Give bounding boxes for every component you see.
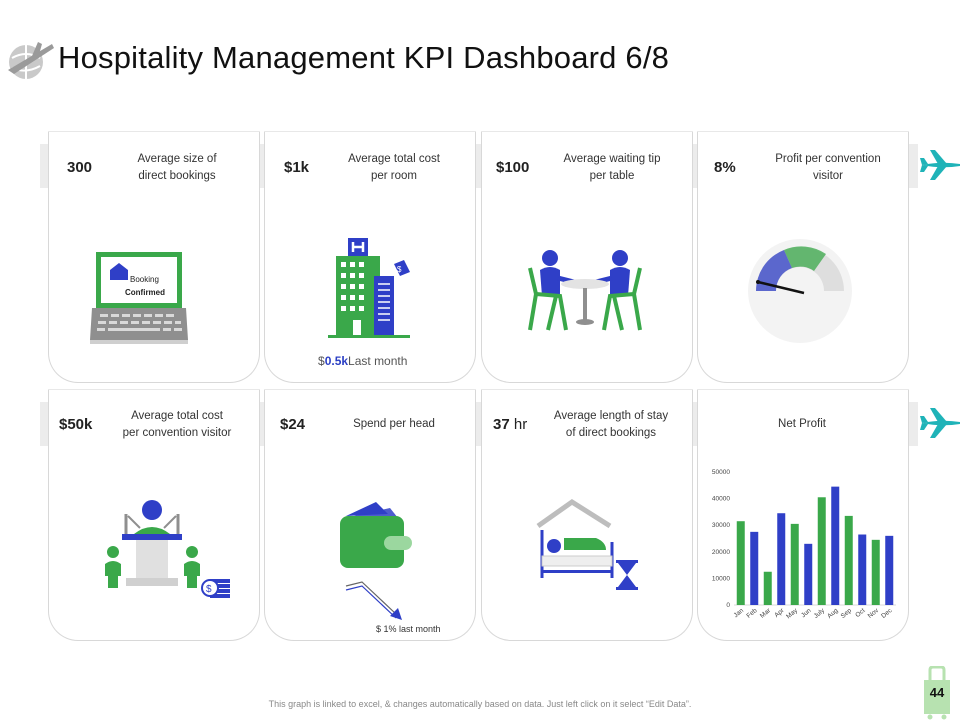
net-profit-chart: 0 10000 20000 30000 40000 50000 Jan Feb Mar Apr M… — [712, 469, 896, 621]
svg-text:$: $ — [206, 584, 212, 595]
kpi-label: Average size of direct bookings — [137, 153, 217, 182]
kpi-value: 37 hr — [493, 416, 528, 433]
kpi-value: $50k — [59, 416, 93, 433]
x-tick-label: Apr — [773, 607, 786, 619]
kpi-label: Average length of stay of direct bookings — [553, 410, 669, 439]
profit-gauge — [748, 239, 852, 343]
x-tick-label: May — [785, 607, 799, 621]
bar-mar — [763, 571, 772, 605]
laptop-icon — [90, 252, 188, 344]
spend-note: $ 1% last month — [376, 624, 441, 634]
page-title: Hospitality Management KPI Dashboard 6/8 — [58, 40, 670, 75]
airplane-icon — [920, 150, 960, 180]
kpi-label: Average waiting tip per table — [563, 153, 661, 182]
airplane-icon — [920, 408, 960, 438]
x-tick-label: Dec — [880, 607, 894, 620]
y-tick-label: 0 — [726, 602, 730, 609]
page-number: 44 — [924, 680, 950, 706]
kpi-value: $100 — [496, 159, 530, 176]
speaker-podium-icon: $ — [105, 500, 230, 598]
kpi-value: 8% — [714, 159, 736, 176]
bar-aug — [831, 486, 840, 605]
kpi-value: $24 — [280, 416, 306, 433]
x-tick-label: Jan — [733, 607, 746, 619]
globe-plane-logo-icon — [8, 42, 54, 79]
bar-july — [817, 497, 826, 605]
x-tick-label: Jun — [800, 607, 813, 619]
wallet-icon — [340, 502, 412, 568]
bar-dec — [885, 535, 894, 605]
room-cost-note: $0.5kLast month — [318, 354, 408, 368]
luggage-wheels-icon — [924, 706, 950, 720]
y-tick-label: 50000 — [712, 469, 730, 476]
svg-text:$: $ — [397, 265, 402, 274]
x-tick-label: Feb — [745, 607, 758, 620]
footer-note: This graph is linked to excel, & changes… — [268, 699, 692, 709]
y-tick-label: 30000 — [712, 522, 730, 529]
bed-hourglass-icon — [536, 498, 638, 590]
kpi-label: Spend per head — [353, 418, 435, 430]
x-tick-label: Aug — [826, 607, 840, 620]
bar-oct — [858, 534, 867, 605]
y-tick-label: 10000 — [712, 575, 730, 582]
hotel-building-icon: $ — [328, 238, 410, 338]
x-tick-label: Nov — [867, 607, 881, 620]
bar-nov — [871, 539, 880, 605]
laptop-screen-text-line2: Confirmed — [125, 288, 165, 297]
kpi-card-waiting-tip — [481, 131, 693, 383]
laptop-screen-text-line1: Booking — [130, 275, 159, 284]
kpi-card-length-of-stay — [481, 389, 693, 641]
chart-title: Net Profit — [778, 418, 826, 430]
x-tick-label: July — [813, 607, 827, 620]
y-tick-label: 40000 — [712, 496, 730, 503]
bar-jun — [804, 543, 813, 605]
kpi-label: Average total cost per convention visitor — [122, 410, 232, 439]
bar-apr — [777, 513, 786, 605]
luggage-handle-icon — [928, 666, 946, 682]
x-tick-label: Mar — [759, 607, 773, 620]
bar-sep — [844, 515, 853, 605]
x-tick-label: Oct — [854, 607, 866, 619]
bar-jan — [736, 521, 745, 605]
kpi-value: $1k — [284, 159, 310, 176]
bar-may — [790, 523, 799, 605]
kpi-label: Profit per convention visitor — [775, 153, 881, 182]
trend-down-arrow-icon — [345, 581, 402, 620]
dining-table-icon — [528, 250, 642, 331]
kpi-value: 300 — [67, 159, 93, 176]
x-tick-label: Sep — [840, 607, 854, 620]
bar-feb — [750, 531, 759, 605]
y-tick-label: 20000 — [712, 549, 730, 556]
kpi-label: Average total cost per room — [348, 153, 440, 182]
